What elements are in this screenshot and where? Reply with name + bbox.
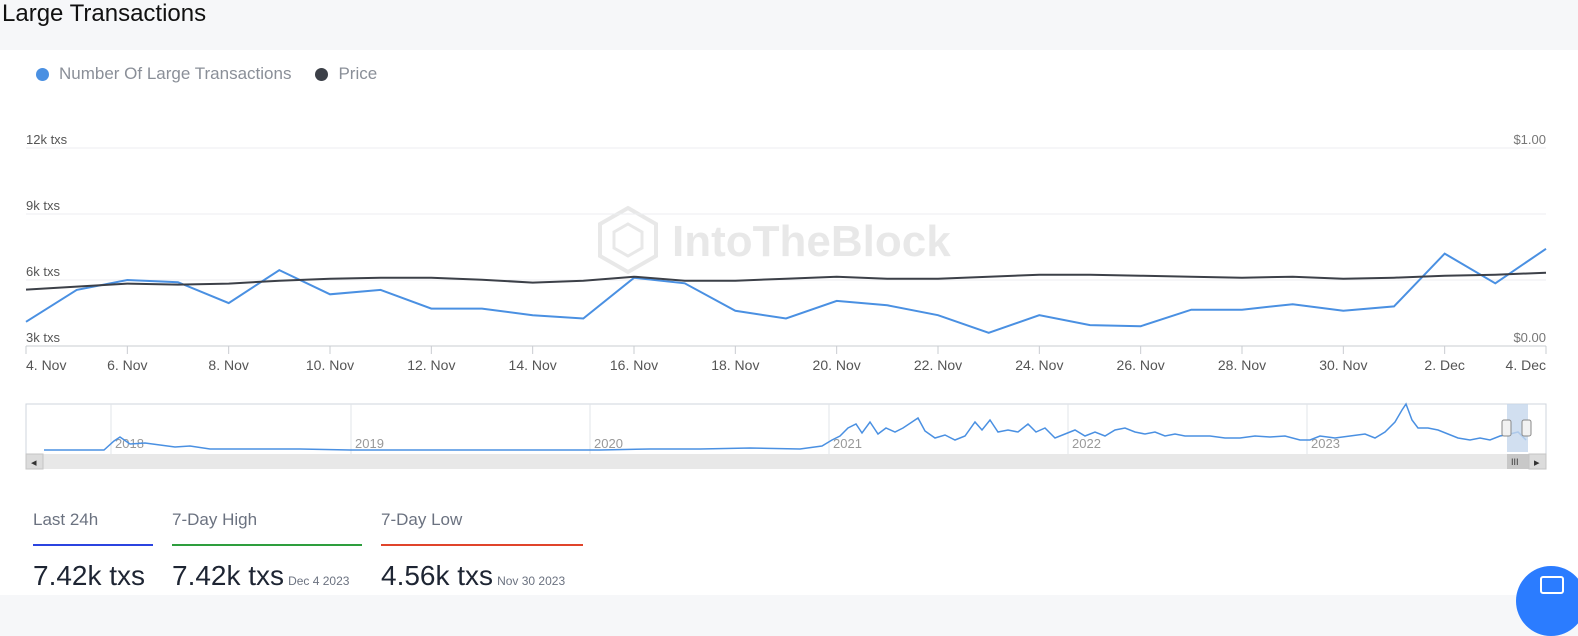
stat-label: 7-Day High xyxy=(172,510,258,529)
stat-value-text: 7.42k txs xyxy=(33,560,146,591)
legend-label: Price xyxy=(338,64,378,83)
x-tick-label: 14. Nov xyxy=(509,357,557,373)
x-tick-label: 22. Nov xyxy=(914,357,962,373)
stat-date: Dec 4 2023 xyxy=(288,574,350,588)
chat-icon xyxy=(1540,576,1564,594)
series-line-large-transactions[interactable] xyxy=(25,247,1547,334)
legend-label: Number Of Large Transactions xyxy=(59,64,292,83)
stat-value: 7.42k txs Dec 4 2023 xyxy=(172,560,362,592)
stat-label: Last 24h xyxy=(33,510,99,529)
x-tick-label: 20. Nov xyxy=(813,357,861,373)
x-tick-label: 4. Dec xyxy=(1506,357,1546,373)
x-tick-label: 26. Nov xyxy=(1117,357,1165,373)
series-line-price[interactable] xyxy=(25,271,1547,291)
navigator-series-line xyxy=(44,402,1527,451)
stat-underline xyxy=(33,544,153,546)
x-tick-label: 2. Dec xyxy=(1424,357,1464,373)
scrollbar-right-button[interactable] xyxy=(1528,453,1547,470)
stat-last-24h: Last 24h 7.42k txs xyxy=(33,510,153,592)
legend-item-price[interactable]: Price xyxy=(315,64,377,84)
legend-marker-icon xyxy=(36,67,49,81)
navigator-selection[interactable] xyxy=(1507,404,1528,452)
scrollbar-thumb[interactable] xyxy=(1507,454,1529,469)
y-left-tick-label: 9k txs xyxy=(26,198,60,213)
chat-button[interactable] xyxy=(1516,566,1578,636)
navigator-scrollbar-track[interactable] xyxy=(26,454,1546,469)
stat-value: 4.56k txs Nov 30 2023 xyxy=(381,560,583,592)
stat-value: 7.42k txs xyxy=(33,560,153,592)
watermark-logo-icon xyxy=(598,205,658,275)
x-tick-label: 30. Nov xyxy=(1319,357,1367,373)
stat-7-day-low: 7-Day Low 4.56k txs Nov 30 2023 xyxy=(381,510,583,592)
scroll-left-icon: ◂ xyxy=(31,457,37,469)
x-tick-label: 24. Nov xyxy=(1015,357,1063,373)
stat-7-day-high: 7-Day High 7.42k txs Dec 4 2023 xyxy=(172,510,362,592)
stat-value-text: 7.42k txs xyxy=(172,560,285,591)
scrollbar-grip-icon: III xyxy=(1511,457,1519,467)
x-tick-label: 16. Nov xyxy=(610,357,658,373)
stat-label: 7-Day Low xyxy=(381,510,463,529)
page-title: Large Transactions xyxy=(2,0,207,27)
navigator-year-label: 2022 xyxy=(1072,436,1101,451)
x-tick-label: 18. Nov xyxy=(711,357,759,373)
chart-legend: Number Of Large Transactions Price xyxy=(36,64,401,84)
navigator-year-label: 2019 xyxy=(355,436,384,451)
y-left-tick-label: 6k txs xyxy=(26,264,60,279)
stat-value-text: 4.56k txs xyxy=(381,560,494,591)
watermark: IntoTheBlock xyxy=(598,205,951,275)
main-chart[interactable]: IntoTheBlock 3k txs 6k txs 9k txs 12k txs $… xyxy=(0,110,1578,400)
stat-underline xyxy=(172,544,362,546)
y-left-tick-label: 3k txs xyxy=(26,330,60,345)
x-tick-label: 12. Nov xyxy=(407,357,455,373)
x-tick-label: 28. Nov xyxy=(1218,357,1266,373)
scroll-right-icon: ▸ xyxy=(1534,457,1540,469)
x-tick-label: 6. Nov xyxy=(107,357,147,373)
legend-item-large-transactions[interactable]: Number Of Large Transactions xyxy=(36,64,291,84)
stat-date: Nov 30 2023 xyxy=(497,574,566,588)
y-left-tick-label: 12k txs xyxy=(26,132,68,147)
navigator-year-label: 2020 xyxy=(594,436,623,451)
stat-underline xyxy=(381,544,583,546)
x-tick-label: 4. Nov xyxy=(26,357,66,373)
navigator-left-handle[interactable] xyxy=(1501,419,1512,437)
scrollbar-left-button[interactable] xyxy=(25,453,44,470)
navigator-year-label: 2021 xyxy=(833,436,862,451)
range-navigator[interactable]: 2018 2019 2020 2021 2022 2023 ◂ III ▸ xyxy=(0,398,1578,478)
legend-marker-icon xyxy=(315,67,329,81)
chart-card xyxy=(0,50,1578,595)
navigator-right-handle[interactable] xyxy=(1521,419,1532,437)
watermark-text: IntoTheBlock xyxy=(672,217,951,266)
x-tick-label: 8. Nov xyxy=(208,357,248,373)
watermark-logo-inner xyxy=(612,222,644,258)
y-right-tick-label: $1.00 xyxy=(1513,132,1546,147)
navigator-year-label: 2023 xyxy=(1311,436,1340,451)
x-tick-label: 10. Nov xyxy=(306,357,354,373)
y-right-tick-label: $0.00 xyxy=(1513,330,1546,345)
